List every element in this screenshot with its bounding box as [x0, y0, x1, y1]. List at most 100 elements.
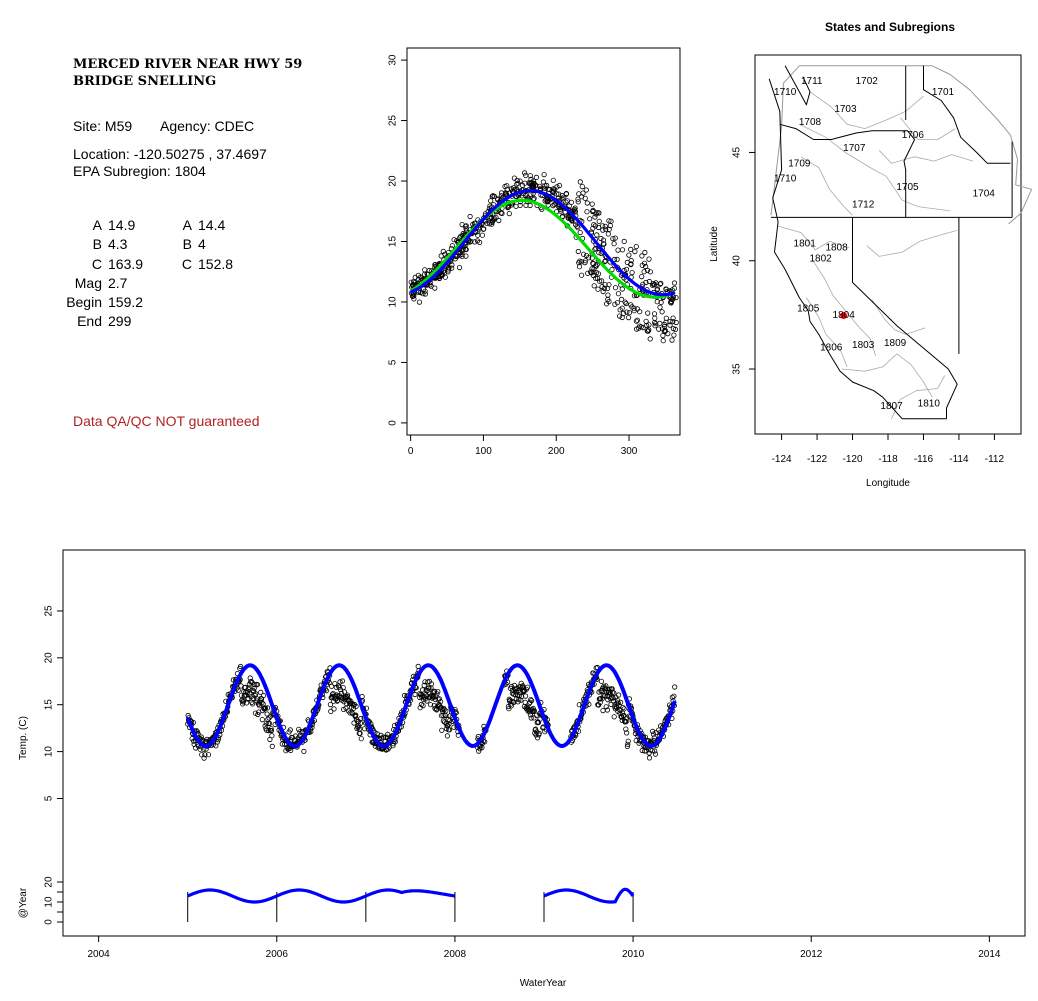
doy-point [667, 299, 674, 305]
doy-point [496, 217, 502, 224]
doy-point [617, 313, 623, 319]
doy-point [590, 225, 596, 231]
subregion-boundary [811, 258, 876, 357]
doy-point [491, 193, 497, 199]
doy-point [670, 318, 676, 325]
coef-row: A 14.4 [182, 217, 226, 233]
region-label: 1702 [856, 76, 879, 87]
doy-point [575, 199, 581, 205]
region-label: 1709 [788, 158, 811, 169]
doy-point [657, 304, 663, 310]
timeseries-point [260, 692, 267, 699]
doy-point [573, 222, 579, 228]
coef-row: A 14.9 [92, 217, 136, 233]
year-panel-ylabel: @Year [18, 887, 29, 918]
doy-point [577, 230, 583, 236]
timeseries-point [356, 723, 362, 729]
doy-point [653, 280, 659, 286]
doy-point [603, 226, 609, 232]
doy-point [558, 208, 564, 214]
map-x-tick-label: -112 [985, 454, 1005, 465]
region-label: 1806 [820, 342, 843, 353]
agency-label: Agency: CDEC [160, 118, 255, 134]
timeseries-y-tick-label: 20 [44, 652, 55, 664]
subregion-boundary [900, 117, 956, 140]
region-label: 1703 [834, 104, 857, 115]
timeseries-point [258, 689, 264, 695]
doy-point [467, 213, 473, 220]
doy-point [591, 222, 597, 228]
doy-point [609, 267, 615, 273]
timeseries-point [301, 748, 307, 754]
doy-point [661, 321, 667, 327]
timeseries-point [337, 679, 343, 685]
timeseries-x-tick-label: 2010 [622, 949, 645, 960]
region-label: 1805 [797, 303, 820, 314]
timeseries-point [269, 733, 275, 739]
doy-point [619, 247, 626, 253]
doy-point [631, 308, 637, 314]
subregion-boundary [905, 65, 1011, 136]
doy-point [606, 282, 612, 288]
timeseries-point [446, 727, 452, 733]
doy-point [595, 286, 601, 292]
timeseries-point [262, 705, 269, 711]
state-boundary [779, 123, 916, 218]
doy-point [542, 183, 548, 189]
doy-point [574, 223, 580, 229]
timeseries-y-tick-label: 5 [44, 795, 55, 801]
timeseries-point [199, 752, 205, 758]
doy-point [632, 249, 638, 255]
timeseries-chart: 0 10 20 5 10 15 20 25 2004 2006 2008 2010 2012 2014 T… [18, 549, 1026, 989]
doy-point [511, 187, 517, 193]
timeseries-point [415, 663, 421, 670]
doy-point [642, 249, 648, 256]
timeseries-point [603, 683, 609, 689]
doy-point [451, 237, 457, 243]
map-body [768, 65, 1033, 420]
timeseries-point [617, 699, 624, 705]
doy-point [580, 190, 586, 196]
map-title: States and Subregions [825, 20, 955, 34]
doy-point [545, 202, 551, 208]
doy-point [581, 251, 587, 257]
timeseries-point [239, 697, 245, 703]
doy-point [639, 253, 645, 259]
region-label: 1802 [809, 254, 832, 265]
site-label: Site: M59 [73, 118, 133, 134]
timeseries-point [358, 715, 364, 722]
timeseries-x-tick-label: 2014 [978, 949, 1001, 960]
region-label: 1706 [902, 130, 925, 141]
doy-point [647, 269, 653, 275]
timeseries-point [611, 714, 617, 720]
timeseries-point [603, 704, 609, 710]
year-y-tick-label: 0 [44, 919, 55, 925]
timeseries-point [623, 726, 629, 732]
timeseries-point [437, 699, 444, 705]
timeseries-point [328, 708, 334, 714]
doy-point [654, 299, 660, 305]
doy-point [523, 202, 529, 208]
region-label: 1711 [801, 76, 823, 87]
timeseries-point [623, 730, 630, 736]
coef-row: C 163.9 [91, 255, 144, 272]
timeseries-point [240, 699, 246, 705]
doy-point [637, 309, 643, 315]
doy-point [640, 281, 646, 287]
doy-point [437, 273, 443, 279]
map-y-tick-label: 35 [732, 363, 743, 375]
doy-point [606, 218, 612, 224]
doy-point [596, 224, 602, 231]
doy-point [645, 328, 651, 334]
timeseries-point [620, 705, 626, 711]
doy-point [643, 318, 649, 324]
timeseries-x-tick-label: 2004 [88, 949, 111, 960]
timeseries-point [235, 687, 241, 693]
map-x-tick-label: -124 [772, 454, 792, 465]
subregion-boundary [891, 375, 946, 419]
doy-point [619, 314, 625, 321]
timeseries-point [534, 735, 541, 741]
doy-point [592, 214, 598, 220]
year-panel-line [187, 888, 456, 904]
